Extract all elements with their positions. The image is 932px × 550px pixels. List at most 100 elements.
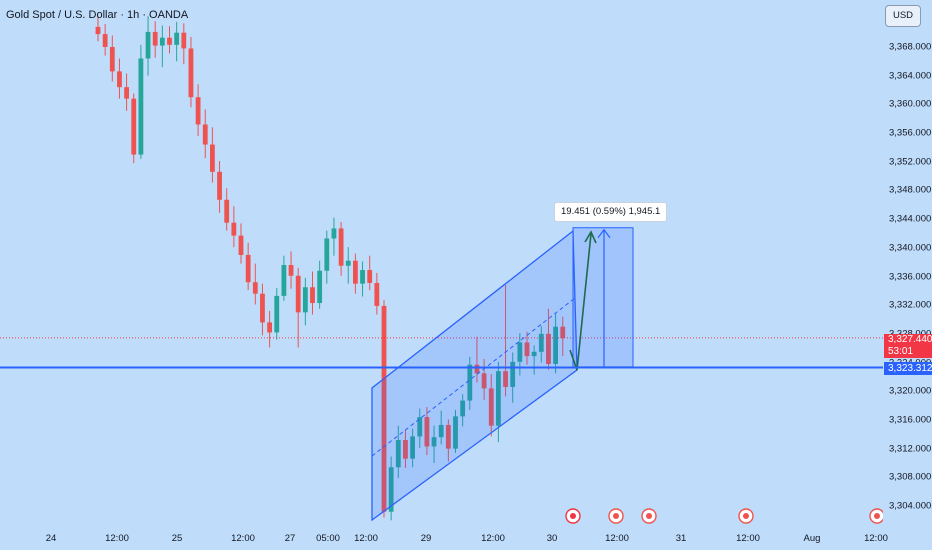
candle	[417, 408, 423, 448]
candle-body	[553, 326, 558, 364]
candle-body	[109, 47, 115, 72]
us-flag-icon[interactable]	[608, 508, 624, 524]
time-tick-label: 12:00	[481, 533, 505, 544]
candle	[324, 230, 330, 284]
candle-body	[503, 371, 508, 387]
candle	[524, 331, 530, 365]
time-tick-label: 05:00	[316, 533, 340, 544]
projection-path[interactable]	[569, 233, 592, 371]
price-tick-label: 3,316.000	[889, 414, 932, 426]
candle	[510, 352, 516, 403]
price-tick-label: 3,360.000	[889, 98, 932, 110]
candle	[538, 325, 544, 363]
candle-body	[381, 305, 387, 512]
candle	[374, 272, 380, 315]
candle-body	[360, 270, 365, 284]
currency-button[interactable]: USD	[885, 5, 921, 27]
price-tick-label: 3,312.000	[889, 443, 932, 455]
us-flag-icon-dot	[613, 513, 619, 519]
current-price-tag: 3,327.440 53:01	[884, 334, 932, 358]
candle	[395, 425, 401, 479]
candle-body	[510, 361, 516, 387]
candle	[388, 456, 394, 521]
candle-body	[474, 364, 480, 374]
candle	[267, 310, 272, 348]
candle-body	[524, 342, 530, 357]
candle-body	[152, 31, 158, 46]
projection-arrowhead	[584, 230, 597, 244]
candle	[438, 410, 444, 445]
candle-body	[217, 171, 222, 200]
us-flag-icon-dot	[874, 513, 880, 519]
candle-body	[102, 34, 108, 47]
candle-body	[438, 424, 444, 438]
candle	[95, 16, 101, 42]
candle-body	[138, 58, 144, 155]
candle-body	[281, 265, 287, 296]
candle-body	[417, 417, 423, 437]
candle-body	[388, 467, 394, 512]
candle-body	[395, 440, 401, 468]
candle	[260, 283, 265, 336]
price-tick-label: 3,352.000	[889, 156, 932, 168]
us-flag-icon[interactable]	[738, 508, 754, 524]
time-tick-label: 12:00	[736, 533, 760, 544]
candle-body	[310, 287, 315, 304]
candle-body	[488, 388, 494, 426]
candle	[317, 260, 323, 309]
price-range-box[interactable]	[572, 227, 634, 368]
candle	[424, 407, 430, 456]
us-flag-icon[interactable]	[641, 508, 657, 524]
price-tick-label: 3,340.000	[889, 242, 932, 254]
candle	[531, 345, 537, 375]
candle	[109, 35, 115, 82]
candle	[367, 255, 373, 291]
candle	[252, 263, 258, 305]
candle-body	[195, 97, 201, 125]
candle-body	[496, 371, 501, 426]
us-flag-icon[interactable]	[869, 508, 885, 524]
candle	[503, 285, 508, 397]
time-tick-label: 12:00	[105, 533, 129, 544]
candle	[481, 358, 487, 400]
candle	[224, 188, 230, 231]
candle-body	[403, 440, 408, 459]
price-range-arrowhead	[597, 228, 611, 239]
candle	[131, 93, 137, 164]
candle-body	[546, 333, 551, 364]
time-tick-label: 31	[675, 533, 687, 544]
symbol-title[interactable]: Gold Spot / U.S. Dollar · 1h · OANDA	[6, 9, 189, 21]
candle-body	[517, 342, 523, 362]
candle-body	[431, 437, 437, 447]
price-tick-label: 3,328.000	[889, 328, 931, 339]
candle	[152, 21, 158, 58]
price-tick-label: 3,320.000	[889, 385, 932, 397]
candle-body	[274, 295, 280, 333]
time-tick-label: 29	[420, 533, 432, 544]
candle-body	[252, 282, 258, 294]
candle	[360, 261, 365, 297]
candle-body	[224, 199, 230, 223]
flash-event-icon[interactable]	[565, 508, 581, 524]
candle	[453, 409, 458, 453]
time-tick-label: Aug	[803, 533, 821, 544]
candle	[345, 247, 351, 284]
candle	[210, 127, 215, 183]
drawings[interactable]	[0, 227, 885, 524]
candle-body	[538, 333, 544, 352]
price-tick-label: 3,364.000	[889, 70, 932, 82]
channel-median-line	[371, 297, 576, 457]
candle	[288, 251, 294, 289]
time-tick-label: 30	[546, 533, 558, 544]
candle	[310, 271, 315, 315]
price-tick-label: 3,368.000	[889, 41, 932, 53]
price-axis[interactable]	[883, 0, 932, 526]
price-tick-label: 3,336.000	[889, 271, 932, 282]
candle	[410, 428, 415, 468]
measure-label[interactable]: 19.451 (0.59%) 1,945.1	[554, 202, 668, 222]
candle-body	[231, 222, 237, 236]
candle	[338, 221, 344, 276]
